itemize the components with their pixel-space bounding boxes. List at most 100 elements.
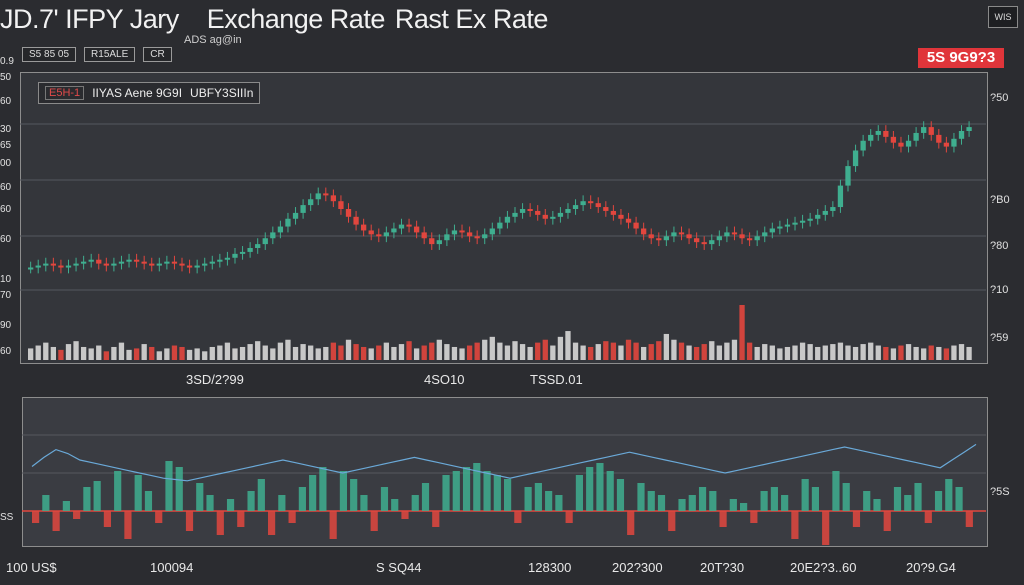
volume-bar [792,345,798,360]
y-tick-left: 00 [0,158,12,169]
volume-bar [308,345,314,360]
tab-item[interactable]: CR [143,47,172,62]
volume-bar [527,346,533,360]
indicator-bar [955,487,963,511]
tab-item[interactable]: S5 85 05 [22,47,77,62]
x-tick: 20?9.G4 [906,560,956,575]
volume-bar [822,345,828,360]
volume-bar [28,348,34,360]
indicator-bar [575,475,584,511]
indicator-bar [863,491,871,511]
tab-item[interactable]: R15ALE [84,47,136,62]
candle-body [459,230,465,233]
volume-bar [345,339,352,360]
volume-bar [164,348,170,360]
indicator-bar [226,499,235,511]
candle-body [588,201,594,204]
candle-body [73,263,79,266]
volume-bar [852,346,859,360]
y-tick-left: 60 [0,96,12,107]
candle-body [141,261,147,264]
indicator-bar [278,495,286,511]
volume-bar [474,342,480,360]
indicator-bar [596,463,604,511]
candle-body [860,140,866,151]
candle-body [535,210,541,215]
candle-body [504,216,511,223]
indicator-bar [350,479,358,511]
volume-bar [512,341,518,360]
candle-body [716,236,722,241]
title-part1: JD.7' IFPY Jary [0,4,179,34]
candle-body [784,224,791,227]
candle-body [451,230,458,235]
y-tick-right: ?10 [990,284,1009,296]
volume-bar [436,339,442,360]
volume-bar [482,339,488,360]
x-tick: 3SD/2?99 [186,372,244,387]
volume-bar [898,345,904,360]
y-tick-right: ?59 [990,332,1009,344]
indicator-bar [421,483,430,511]
volume-bar [656,341,662,360]
volume-bar [103,351,109,360]
candle-body [557,212,564,217]
volume-bar [239,346,246,360]
indicator-bar [52,511,60,531]
candle-body [572,205,579,209]
window-button[interactable]: WIS [988,6,1018,28]
candlestick-chart [20,121,986,360]
indicator-bar [339,471,348,511]
candle-body [126,259,132,262]
subtitle: ADS ag@in [184,34,242,46]
indicator-bar [298,487,306,511]
indicator-bar [73,511,81,519]
volume-bar [921,348,927,360]
y-tick-left: 60 [0,346,12,357]
volume-bar [875,345,881,360]
indicator-bar [565,511,573,523]
candle-body [43,263,49,266]
indicator-bar [462,467,471,511]
volume-bar [610,342,617,360]
candle-body [186,265,193,268]
candle-body [156,263,162,266]
candle-body [35,265,41,268]
indicator-bar [524,487,532,511]
indicator-bar [914,483,922,511]
volume-bar [830,344,836,360]
indicator-bar [247,491,255,511]
indicator-bar [483,471,491,511]
volume-bar [451,346,458,360]
candle-body [754,236,760,241]
volume-bar [671,339,677,360]
indicator-bar [852,511,861,527]
volume-bar [716,345,722,360]
volume-bar [141,344,147,360]
volume-bar [663,333,670,360]
indicator-bar [401,511,409,519]
volume-bar [943,348,950,360]
volume-bar [133,348,140,360]
candle-body [852,150,859,167]
indicator-bar [206,495,214,511]
volume-bar [360,346,367,360]
volume-bar [73,341,79,360]
candle-body [731,232,738,235]
volume-bar [648,344,654,360]
indicator-bar [883,511,891,531]
indicator-bar [616,479,625,511]
volume-bar [429,342,435,360]
candle-body [913,132,919,141]
candle-body [769,228,775,233]
candle-body [807,218,813,221]
candle-body [739,234,745,239]
volume-bar [194,348,200,360]
indicator-bar [822,511,830,545]
candle-body [489,228,495,235]
indicator-bar [216,511,224,535]
volume-bar [958,344,965,360]
volume-bar [580,345,586,360]
volume-bar [391,346,397,360]
indicator-bar [657,495,666,511]
